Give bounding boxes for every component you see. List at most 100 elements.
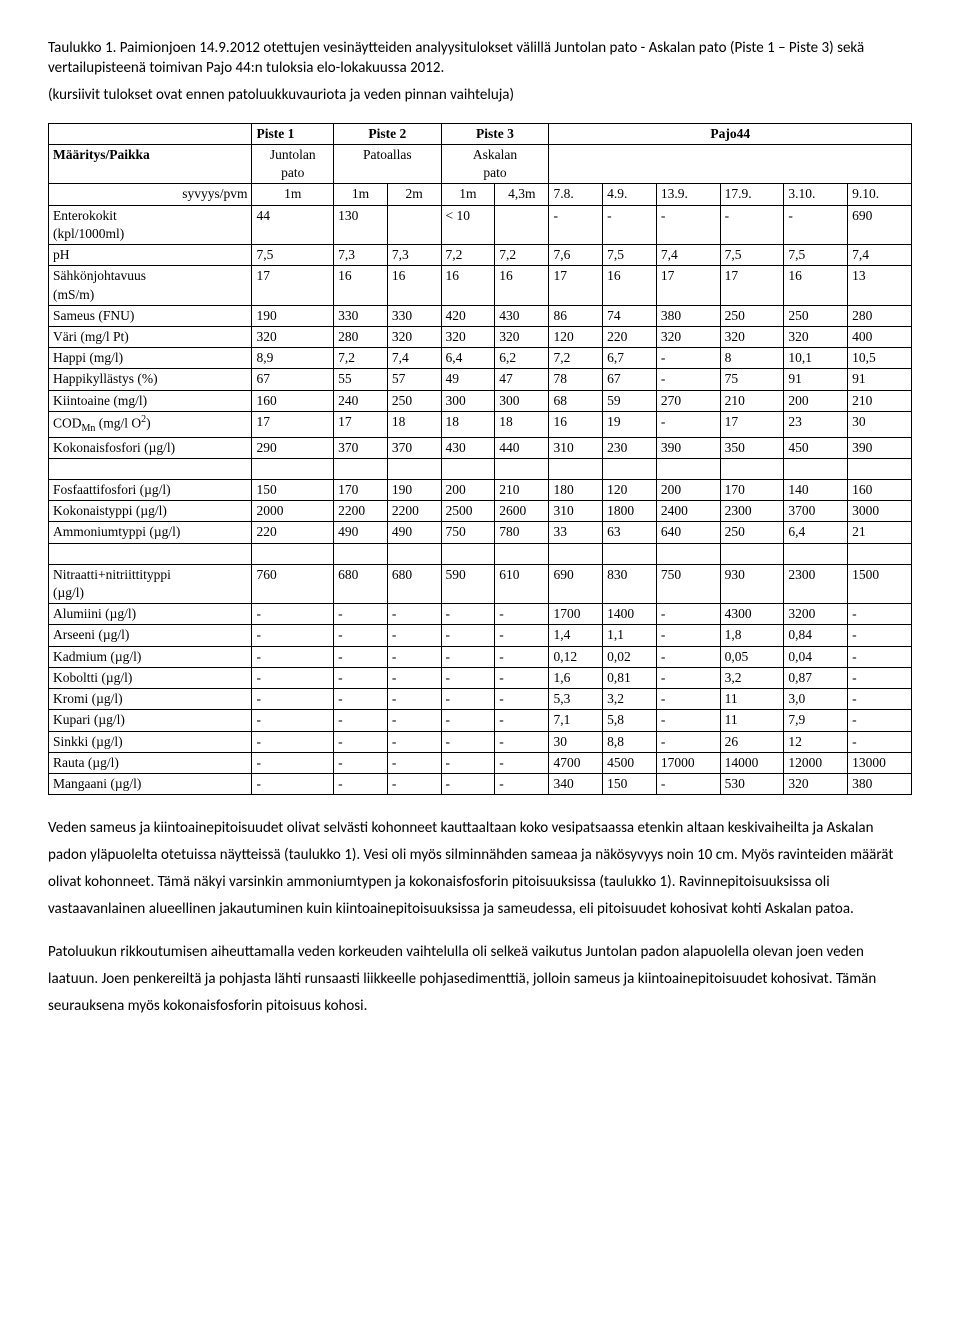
value-cell: 0,12 xyxy=(549,646,603,667)
value-cell: 7,4 xyxy=(848,245,912,266)
value-cell: 230 xyxy=(603,437,657,458)
value-cell: 7,4 xyxy=(656,245,720,266)
row-label: Fosfaattifosfori (µg/l) xyxy=(49,479,252,500)
value-cell: 370 xyxy=(387,437,441,458)
value-cell: 930 xyxy=(720,564,784,603)
value-cell: 18 xyxy=(495,411,549,437)
value-cell: 160 xyxy=(848,479,912,500)
spacer-cell xyxy=(720,458,784,479)
value-cell: 12 xyxy=(784,731,848,752)
table-row: Sähkönjohtavuus(mS/m)1716161616171617171… xyxy=(49,266,912,305)
value-cell: 21 xyxy=(848,522,912,543)
value-cell: - xyxy=(252,604,334,625)
value-cell: 6,4 xyxy=(441,348,495,369)
value-cell: - xyxy=(848,710,912,731)
value-cell: - xyxy=(441,689,495,710)
spacer-cell xyxy=(387,458,441,479)
header-blank xyxy=(49,123,252,144)
header-pajo-span xyxy=(549,144,912,183)
value-cell: 320 xyxy=(784,326,848,347)
spacer-cell xyxy=(848,458,912,479)
value-cell: 0,84 xyxy=(784,625,848,646)
value-cell: - xyxy=(387,689,441,710)
value-cell: 780 xyxy=(495,522,549,543)
value-cell: 59 xyxy=(603,390,657,411)
spacer-cell xyxy=(334,458,388,479)
value-cell: - xyxy=(441,625,495,646)
row-label: Sinkki (µg/l) xyxy=(49,731,252,752)
table-row: Koboltti (µg/l)-----1,60,81-3,20,87- xyxy=(49,667,912,688)
value-cell: 6,7 xyxy=(603,348,657,369)
value-cell: - xyxy=(334,604,388,625)
value-cell: 13 xyxy=(848,266,912,305)
table-row: Nitraatti+nitriittityppi(µg/l)7606806805… xyxy=(49,564,912,603)
value-cell: 16 xyxy=(784,266,848,305)
depth-1m-b: 1m xyxy=(334,184,388,205)
table-row: Kokonaistyppi (µg/l)20002200220025002600… xyxy=(49,501,912,522)
value-cell: - xyxy=(252,731,334,752)
value-cell: - xyxy=(656,731,720,752)
value-cell: 830 xyxy=(603,564,657,603)
value-cell: 4700 xyxy=(549,752,603,773)
table-row: Fosfaattifosfori (µg/l)15017019020021018… xyxy=(49,479,912,500)
value-cell: 2600 xyxy=(495,501,549,522)
spacer-cell xyxy=(549,458,603,479)
spacer-cell xyxy=(784,543,848,564)
value-cell: - xyxy=(334,731,388,752)
value-cell: 390 xyxy=(656,437,720,458)
value-cell: 7,3 xyxy=(387,245,441,266)
value-cell: 160 xyxy=(252,390,334,411)
value-cell: 2000 xyxy=(252,501,334,522)
value-cell: 250 xyxy=(784,305,848,326)
value-cell: 16 xyxy=(495,266,549,305)
value-cell: 320 xyxy=(441,326,495,347)
value-cell: - xyxy=(495,752,549,773)
value-cell: 280 xyxy=(334,326,388,347)
value-cell: 91 xyxy=(848,369,912,390)
value-cell: - xyxy=(848,625,912,646)
value-cell: 7,5 xyxy=(720,245,784,266)
value-cell: 16 xyxy=(441,266,495,305)
value-cell: 1800 xyxy=(603,501,657,522)
value-cell: 1,8 xyxy=(720,625,784,646)
value-cell: 10,5 xyxy=(848,348,912,369)
value-cell: - xyxy=(656,625,720,646)
value-cell xyxy=(387,205,441,244)
value-cell: 68 xyxy=(549,390,603,411)
spacer-cell xyxy=(387,543,441,564)
value-cell: 0,05 xyxy=(720,646,784,667)
value-cell: - xyxy=(848,689,912,710)
value-cell: - xyxy=(441,646,495,667)
value-cell: 320 xyxy=(720,326,784,347)
row-label: Mangaani (µg/l) xyxy=(49,774,252,795)
row-label: pH xyxy=(49,245,252,266)
depth-1m-c: 1m xyxy=(441,184,495,205)
value-cell: 7,6 xyxy=(549,245,603,266)
data-table: Piste 1Piste 2Piste 3Pajo44Määritys/Paik… xyxy=(48,123,912,795)
value-cell: 57 xyxy=(387,369,441,390)
value-cell: 5,8 xyxy=(603,710,657,731)
value-cell: 210 xyxy=(720,390,784,411)
depth-43m: 4,3m xyxy=(495,184,549,205)
value-cell: 680 xyxy=(334,564,388,603)
value-cell: 300 xyxy=(495,390,549,411)
value-cell: - xyxy=(387,604,441,625)
value-cell: 330 xyxy=(387,305,441,326)
value-cell: - xyxy=(495,710,549,731)
value-cell: 26 xyxy=(720,731,784,752)
value-cell: 4300 xyxy=(720,604,784,625)
value-cell: - xyxy=(656,689,720,710)
table-row: CODMn (mg/l O2)17171818181619-172330 xyxy=(49,411,912,437)
header-pajo44: Pajo44 xyxy=(549,123,912,144)
value-cell: 17 xyxy=(252,411,334,437)
row-label: Kromi (µg/l) xyxy=(49,689,252,710)
header-piste3: Piste 3 xyxy=(441,123,549,144)
header-maaritys: Määritys/Paikka xyxy=(49,144,252,183)
value-cell: - xyxy=(495,646,549,667)
value-cell: 190 xyxy=(252,305,334,326)
value-cell: 7,2 xyxy=(334,348,388,369)
row-label: Rauta (µg/l) xyxy=(49,752,252,773)
value-cell: 350 xyxy=(720,437,784,458)
value-cell: 490 xyxy=(387,522,441,543)
value-cell: 13000 xyxy=(848,752,912,773)
